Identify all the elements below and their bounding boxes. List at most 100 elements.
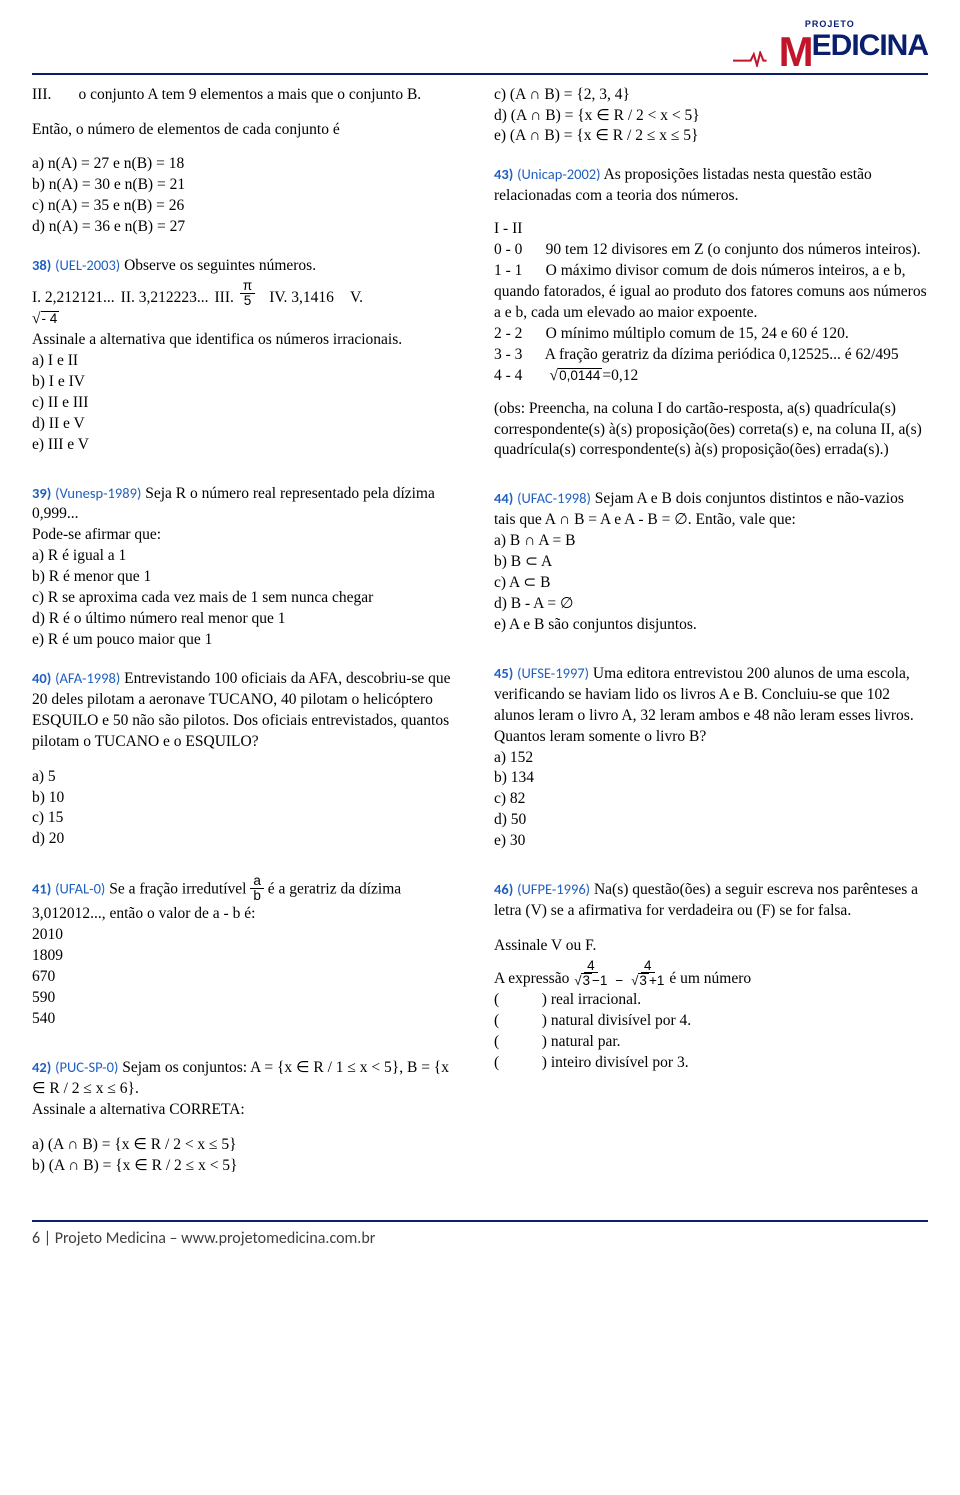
- q37-then: Então, o número de elementos de cada con…: [32, 120, 466, 141]
- pulse-icon: [732, 51, 782, 67]
- q43-11: 1 - 1 O máximo divisor comum de dois núm…: [494, 261, 928, 324]
- q43-obs: (obs: Preencha, na coluna I do cartão-re…: [494, 399, 928, 462]
- q40-opt: a) 5: [32, 767, 466, 788]
- q42-cont: c) (A ∩ B) = {2, 3, 4} d) (A ∩ B) = {x ∈…: [494, 85, 928, 148]
- q45-opt: d) 50: [494, 810, 928, 831]
- q39-opt: d) R é o último número real menor que 1: [32, 609, 466, 630]
- q42-opt: c) (A ∩ B) = {2, 3, 4}: [494, 85, 928, 106]
- q44-opt: a) B ∩ A = B: [494, 531, 928, 552]
- q43-src: (Unicap-2002): [517, 165, 600, 183]
- q44-opt: d) B - A = ∅: [494, 594, 928, 615]
- q39-opt: b) R é menor que 1: [32, 567, 466, 588]
- q37-opt: a) n(A) = 27 e n(B) = 18: [32, 154, 466, 175]
- q43: 43) (Unicap-2002) As proposições listada…: [494, 165, 928, 461]
- right-column: c) (A ∩ B) = {2, 3, 4} d) (A ∩ B) = {x ∈…: [494, 85, 928, 1195]
- q46-frac1: 4 3−1: [571, 959, 610, 988]
- content-columns: III. o conjunto A tem 9 elementos a mais…: [32, 85, 928, 1195]
- q38-src: (UEL-2003): [55, 256, 120, 274]
- q40: 40) (AFA-1998) Entrevistando 100 oficiai…: [32, 669, 466, 850]
- q39: 39) (Vunesp-1989) Seja R o número real r…: [32, 474, 466, 651]
- q46-opt: ( ) real irracional.: [494, 990, 928, 1011]
- q40-num: 40): [32, 669, 51, 687]
- q42-src: (PUC-SP-0): [55, 1058, 118, 1076]
- q44: 44) (UFAC-1998) Sejam A e B dois conjunt…: [494, 479, 928, 635]
- q41-src: (UFAL-0): [55, 880, 105, 898]
- q39-opt: e) R é um pouco maior que 1: [32, 630, 466, 651]
- q42-opt: a) (A ∩ B) = {x ∈ R / 2 < x ≤ 5}: [32, 1135, 466, 1156]
- q44-opt: e) A e B são conjuntos disjuntos.: [494, 615, 928, 636]
- q37-opt: d) n(A) = 36 e n(B) = 27: [32, 217, 466, 238]
- q38-opt: d) II e V: [32, 414, 466, 435]
- q43-44b: =0,12: [602, 367, 638, 384]
- q43-num: 43): [494, 165, 513, 183]
- logo-m: M: [779, 37, 813, 66]
- q43-sqrt: 0,0144: [558, 368, 602, 383]
- q41-frac: a b: [250, 874, 264, 902]
- q42: 42) (PUC-SP-0) Sejam os conjuntos: A = {…: [32, 1048, 466, 1177]
- q44-src: (UFAC-1998): [517, 489, 591, 507]
- q38-opt: b) I e IV: [32, 372, 466, 393]
- q38-opt: c) II e III: [32, 393, 466, 414]
- q45-opt: a) 152: [494, 748, 928, 769]
- q45-opt: e) 30: [494, 831, 928, 852]
- q40-opt: b) 10: [32, 788, 466, 809]
- q44-opt: b) B ⊂ A: [494, 552, 928, 573]
- q38-text: Observe os seguintes números.: [120, 257, 316, 274]
- q38-II: II. 3,212223...: [121, 288, 209, 309]
- q43-44a: 4 - 4: [494, 367, 546, 384]
- q38-opt: e) III e V: [32, 435, 466, 456]
- q39-text2: Pode-se afirmar que:: [32, 525, 466, 546]
- q45-opt: b) 134: [494, 768, 928, 789]
- q41-opt: 540: [32, 1009, 466, 1030]
- q38-I: I. 2,212121...: [32, 288, 115, 309]
- q43-22: 2 - 2 O mínimo múltiplo comum de 15, 24 …: [494, 324, 928, 345]
- sqrt-icon: [550, 367, 559, 384]
- q46-assinale: Assinale V ou F.: [494, 936, 928, 957]
- q38-sqrt-val: - 4: [41, 311, 60, 326]
- q40-src: (AFA-1998): [55, 669, 120, 687]
- q37-opt: c) n(A) = 35 e n(B) = 26: [32, 196, 466, 217]
- q41-opt: 670: [32, 967, 466, 988]
- q39-num: 39): [32, 484, 51, 502]
- logo: PROJETO M EDICINA: [732, 18, 928, 67]
- q42-opt: b) (A ∩ B) = {x ∈ R / 2 ≤ x < 5}: [32, 1156, 466, 1177]
- q43-hdr: I - II: [494, 219, 928, 240]
- q37-iii: III. o conjunto A tem 9 elementos a mais…: [32, 85, 466, 106]
- q41-text-a: Se a fração irredutível: [105, 881, 250, 898]
- q41-opt: 1809: [32, 946, 466, 967]
- left-column: III. o conjunto A tem 9 elementos a mais…: [32, 85, 466, 1195]
- q45-opt: c) 82: [494, 789, 928, 810]
- q38: 38) (UEL-2003) Observe os seguintes núme…: [32, 256, 466, 455]
- q46-expr-pre: A expressão: [494, 969, 569, 990]
- q38-assinale: Assinale a alternativa que identifica os…: [32, 330, 466, 351]
- q46-opt: ( ) natural par.: [494, 1032, 928, 1053]
- q38-opt: a) I e II: [32, 351, 466, 372]
- q42-text2: Assinale a alternativa CORRETA:: [32, 1100, 466, 1121]
- page-footer: 6 | Projeto Medicina – www.projetomedici…: [32, 1220, 928, 1250]
- sqrt-icon: [32, 310, 41, 327]
- q46-src: (UFPE-1996): [517, 880, 590, 898]
- q46-frac2: 4 3+1: [628, 959, 667, 988]
- q41: 41) (UFAL-0) Se a fração irredutível a b…: [32, 868, 466, 1030]
- q45: 45) (UFSE-1997) Uma editora entrevistou …: [494, 654, 928, 852]
- q46-opt: ( ) natural divisível por 4.: [494, 1011, 928, 1032]
- q40-opt: c) 15: [32, 808, 466, 829]
- q38-V: V.: [350, 288, 363, 309]
- q42-opt: d) (A ∩ B) = {x ∈ R / 2 < x < 5}: [494, 106, 928, 127]
- q42-opt: e) (A ∩ B) = {x ∈ R / 2 ≤ x ≤ 5}: [494, 126, 928, 147]
- q40-opt: d) 20: [32, 829, 466, 850]
- q42-num: 42): [32, 1058, 51, 1076]
- q39-opt: c) R se aproxima cada vez mais de 1 sem …: [32, 588, 466, 609]
- q39-src: (Vunesp-1989): [55, 484, 141, 502]
- q46-num: 46): [494, 880, 513, 898]
- q41-opt: 2010: [32, 925, 466, 946]
- q38-III: III.: [215, 288, 234, 309]
- q38-IV: IV. 3,1416: [269, 288, 334, 309]
- q37-opt: b) n(A) = 30 e n(B) = 21: [32, 175, 466, 196]
- q45-src: (UFSE-1997): [517, 664, 589, 682]
- q39-opt: a) R é igual a 1: [32, 546, 466, 567]
- q43-00: 0 - 0 90 tem 12 divisores em Z (o conjun…: [494, 240, 928, 261]
- q46: 46) (UFPE-1996) Na(s) questão(ões) a seg…: [494, 870, 928, 1073]
- q38-num: 38): [32, 256, 51, 274]
- q43-33: 3 - 3 A fração geratriz da dízima periód…: [494, 345, 928, 366]
